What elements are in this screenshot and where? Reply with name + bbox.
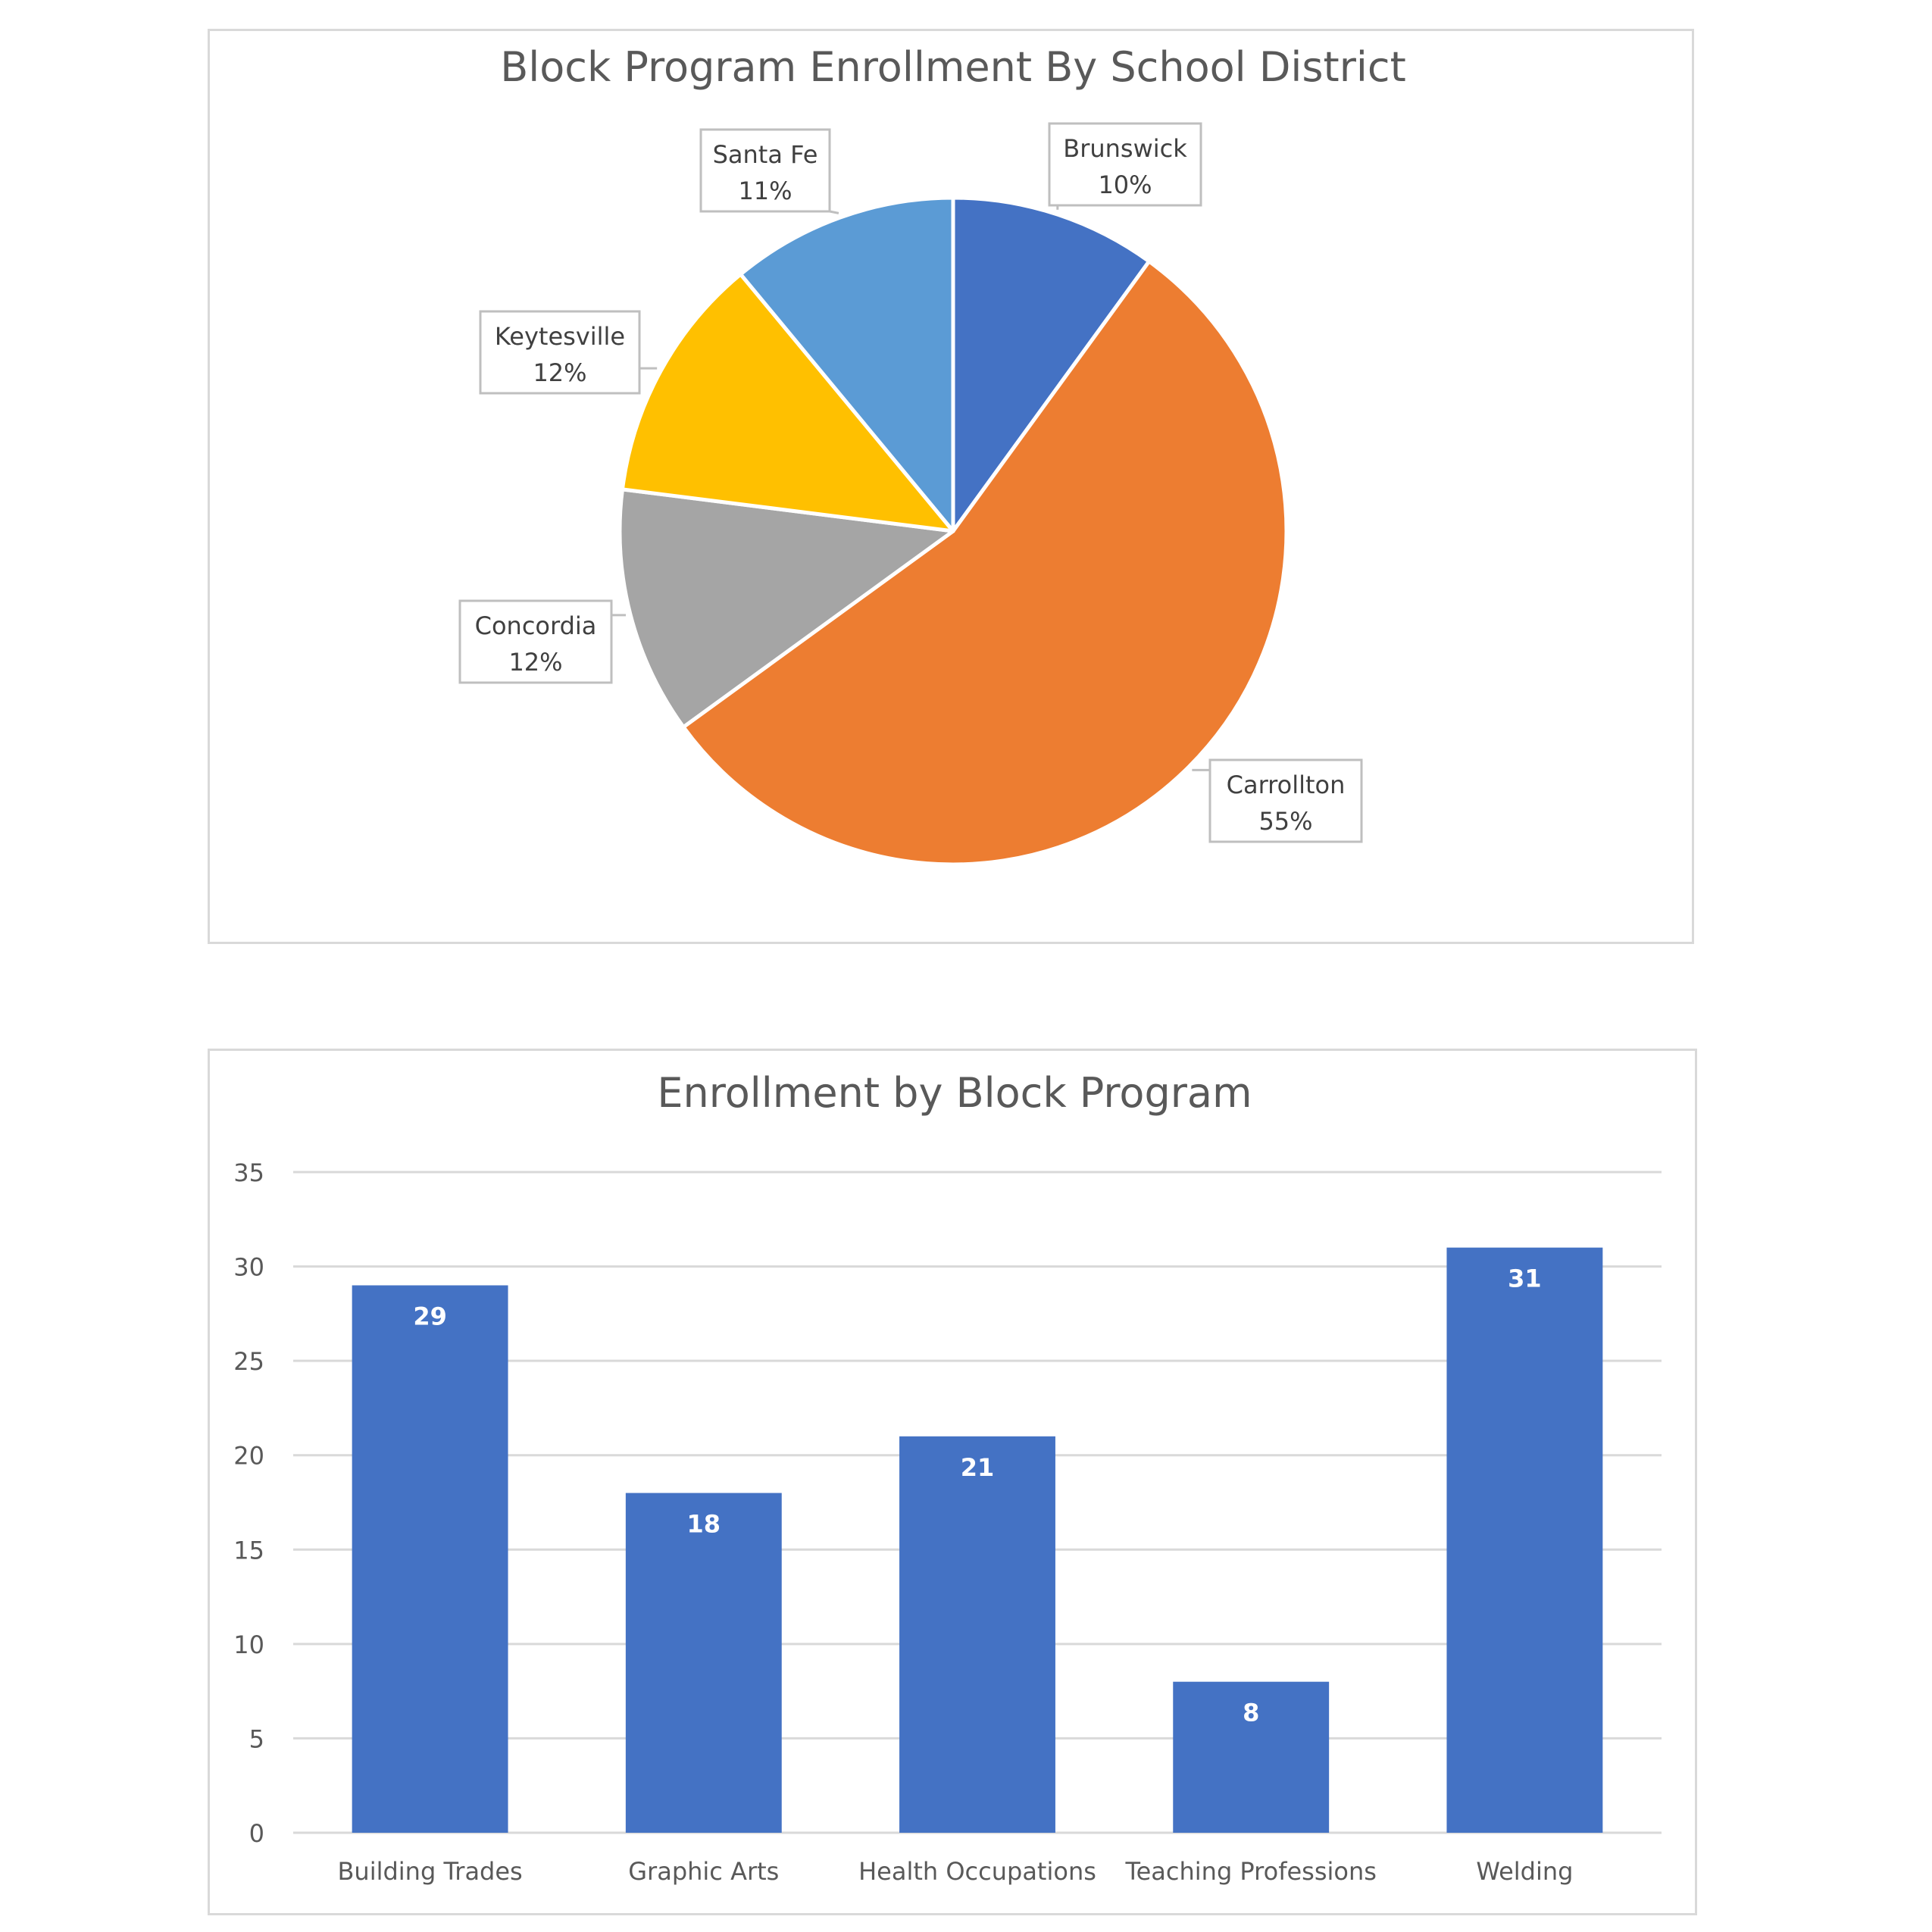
y-tick-label: 15: [233, 1536, 264, 1565]
pie-chart: Block Program Enrollment By School Distr…: [458, 43, 1406, 867]
pie-callout-keytesville: Keytesville 12%: [479, 310, 658, 395]
x-tick-label: Welding: [1476, 1857, 1573, 1886]
x-tick-label: Teaching Professions: [1124, 1857, 1376, 1886]
callout-box: [479, 310, 641, 395]
y-tick-label: 20: [233, 1442, 264, 1471]
y-tick-label: 30: [233, 1253, 264, 1282]
pie-slice-concordia: [617, 487, 955, 730]
callout-leader: [829, 210, 839, 214]
y-tick-label: 5: [249, 1724, 264, 1753]
bar-chart-title: Enrollment by Block Program: [657, 1069, 1252, 1117]
pie-chart-title: Block Program Enrollment By School Distr…: [500, 43, 1406, 91]
bar-welding: [1446, 1247, 1603, 1833]
y-tick-label: 10: [233, 1630, 264, 1659]
callout-box: [458, 599, 613, 684]
bar-value-label: 21: [961, 1453, 995, 1482]
bar-x-axis: Building Trades Graphic Arts Health Occupa…: [337, 1857, 1573, 1886]
pie-slices: [617, 195, 1289, 867]
y-tick-label: 35: [233, 1158, 264, 1187]
callout-box: [1208, 758, 1363, 843]
bar-health-occupations: [899, 1436, 1055, 1833]
pie-callout-santa-fe: Santa Fe 11%: [699, 128, 839, 214]
pie-slice-santa-fe: [739, 195, 955, 533]
bar-value-label: 29: [413, 1302, 447, 1330]
bar-chart: Enrollment by Block Program 0 5 10 15 20 25 30…: [233, 1069, 1662, 1886]
x-tick-label: Health Occupations: [858, 1857, 1096, 1886]
callout-box: [699, 128, 831, 213]
pie-slice-label: Keytesville: [495, 322, 625, 351]
callout-box: [1048, 122, 1202, 207]
bar-value-label: 8: [1243, 1699, 1259, 1727]
x-tick-label: Building Trades: [337, 1857, 522, 1886]
y-tick-label: 25: [233, 1347, 264, 1376]
pie-callout-carrollton: Carrollton 55%: [1192, 758, 1363, 843]
y-tick-label: 0: [249, 1819, 264, 1848]
bar-value-label: 31: [1508, 1265, 1542, 1293]
pie-slice-percent: 55%: [1258, 807, 1312, 836]
pie-chart-panel: Block Program Enrollment By School Distr…: [208, 29, 1694, 944]
pie-callout-concordia: Concordia 12%: [458, 599, 627, 684]
pie-callouts: Brunswick10%Carrollton55%Concordia12%Key…: [458, 122, 1363, 843]
pie-callout-brunswick: Brunswick 10%: [1048, 122, 1202, 210]
bar-value-label: 18: [687, 1510, 721, 1539]
bar-building-trades: [352, 1285, 508, 1833]
x-tick-label: Graphic Arts: [628, 1857, 779, 1886]
pie-slice-percent: 12%: [508, 648, 562, 677]
pie-slice-keytesville: [620, 272, 955, 533]
bar-teaching-professions: [1173, 1681, 1330, 1833]
pie-slice-brunswick: [951, 195, 1152, 533]
bar-bars: 29 18 21 8 31: [352, 1247, 1603, 1833]
pie-slice-percent: 10%: [1098, 170, 1152, 199]
pie-slice-label: Brunswick: [1063, 134, 1187, 163]
pie-slice-label: Carrollton: [1227, 771, 1346, 799]
pie-slice-label: Concordia: [475, 611, 597, 640]
pie-slice-label: Santa Fe: [713, 140, 818, 169]
bar-chart-panel: Enrollment by Block Program 0 5 10 15 20 25 30…: [208, 1049, 1697, 1915]
pie-slice-percent: 12%: [533, 358, 586, 387]
bar-graphic-arts: [625, 1493, 782, 1833]
pie-slice-carrollton: [681, 259, 1289, 867]
pie-slice-percent: 11%: [738, 177, 792, 205]
bar-y-axis: 0 5 10 15 20 25 30 35: [233, 1158, 264, 1848]
